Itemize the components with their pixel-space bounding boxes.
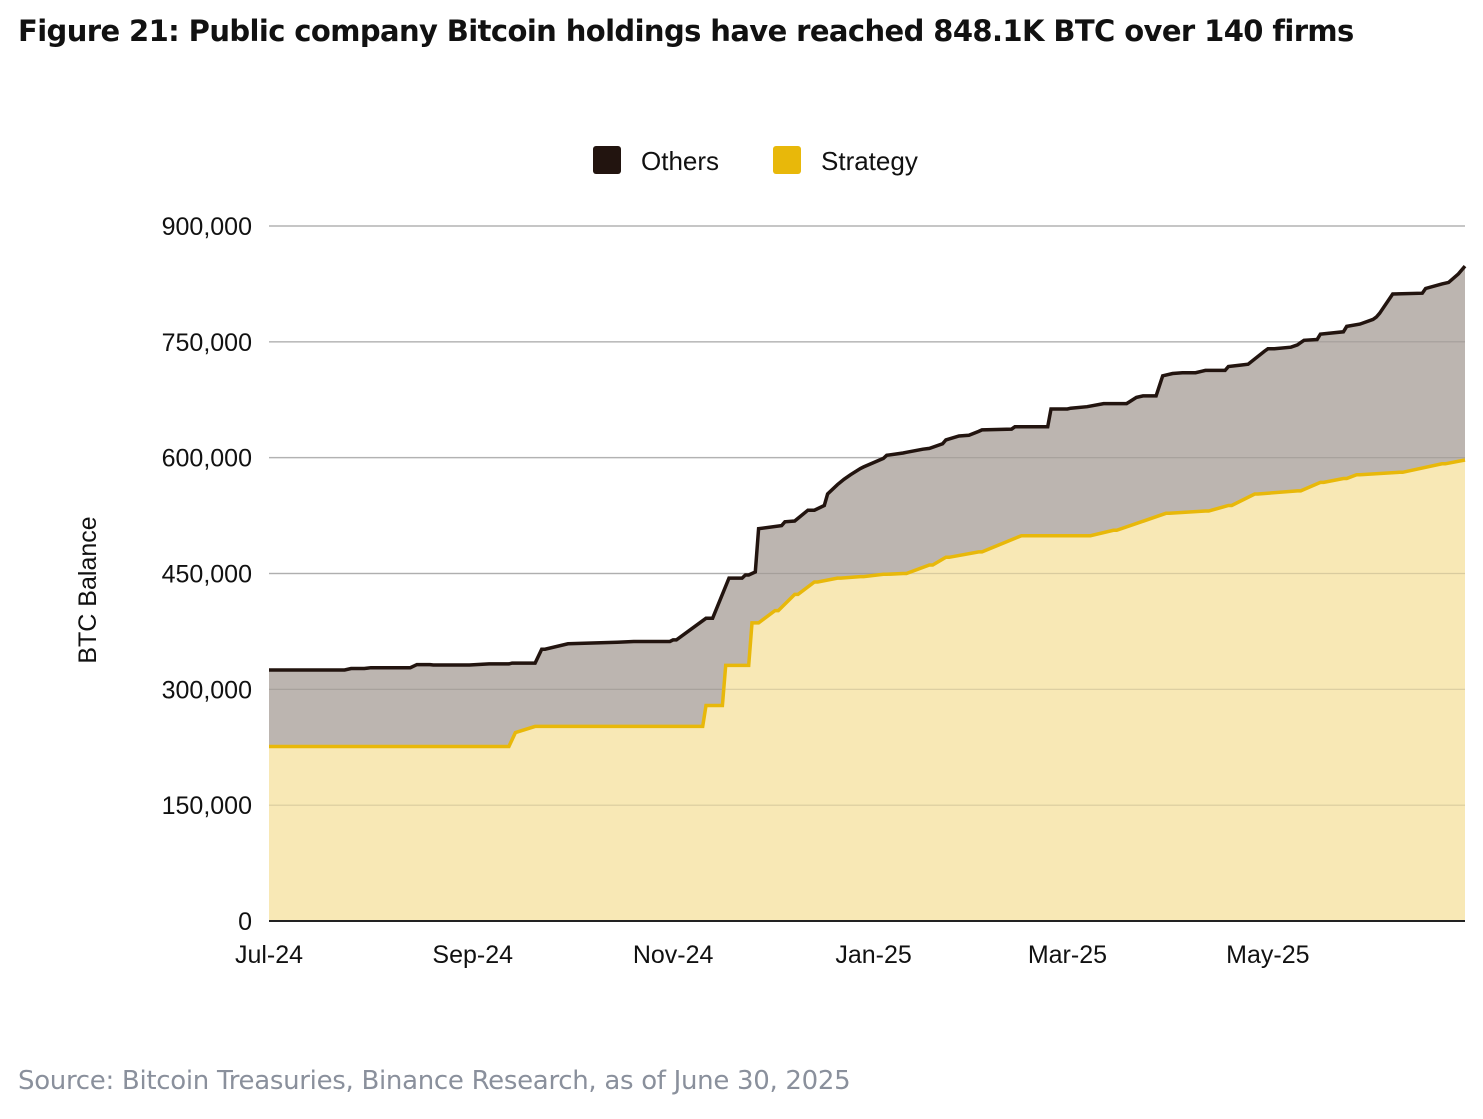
legend-label-others: Others bbox=[641, 146, 719, 176]
strategy-series-line bbox=[269, 458, 1466, 749]
y-tick-label: 150,000 bbox=[162, 792, 252, 820]
strategy-area bbox=[269, 460, 1465, 921]
grid-overlay bbox=[269, 225, 1465, 806]
x-tick-label: May-25 bbox=[1226, 941, 1309, 969]
y-tick-label: 300,000 bbox=[162, 676, 252, 704]
y-tick-label: 900,000 bbox=[162, 213, 252, 241]
others-series-line bbox=[269, 264, 1467, 672]
x-tick-label: Mar-25 bbox=[1028, 941, 1107, 969]
y-tick-label: 600,000 bbox=[162, 445, 252, 473]
x-axis-ticks: Jul-24 Sep-24 Nov-24 Jan-25 Mar-25 May-25 bbox=[235, 941, 1310, 969]
y-tick-label: 450,000 bbox=[162, 561, 252, 589]
figure-title: Figure 21: Public company Bitcoin holdin… bbox=[18, 14, 1354, 48]
legend: Others Strategy bbox=[593, 146, 918, 176]
y-axis-label: BTC Balance bbox=[74, 516, 102, 663]
legend-label-strategy: Strategy bbox=[821, 146, 918, 176]
x-tick-label: Jan-25 bbox=[835, 941, 911, 969]
y-tick-label: 0 bbox=[238, 908, 252, 936]
y-axis-ticks: 0 150,000 300,000 450,000 600,000 750,000 900,… bbox=[162, 213, 252, 936]
stacked-area-chart: 0 150,000 300,000 450,000 600,000 750,000 900,… bbox=[74, 146, 1467, 969]
legend-swatch-others bbox=[593, 146, 621, 174]
legend-swatch-strategy bbox=[773, 146, 801, 174]
x-tick-label: Jul-24 bbox=[235, 941, 303, 969]
x-tick-label: Nov-24 bbox=[633, 941, 714, 969]
y-tick-label: 750,000 bbox=[162, 329, 252, 357]
x-tick-label: Sep-24 bbox=[432, 941, 513, 969]
source-note: Source: Bitcoin Treasuries, Binance Rese… bbox=[18, 1066, 851, 1096]
